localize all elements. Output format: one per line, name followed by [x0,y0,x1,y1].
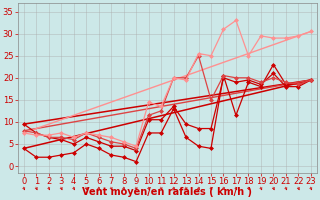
X-axis label: Vent moyen/en rafales ( km/h ): Vent moyen/en rafales ( km/h ) [82,187,252,197]
